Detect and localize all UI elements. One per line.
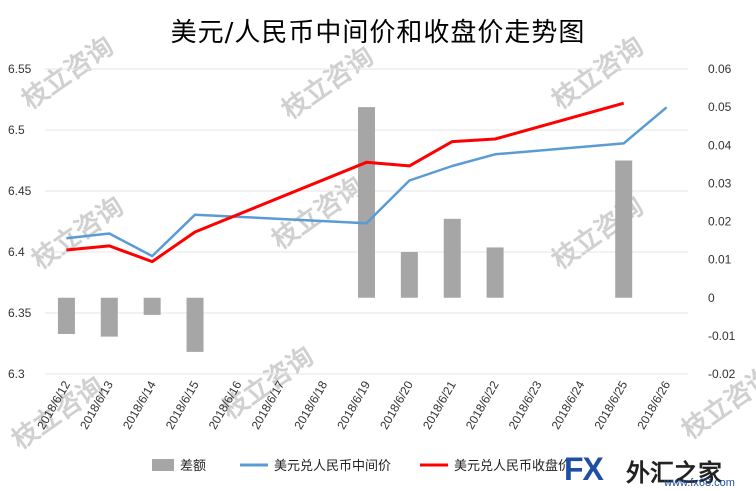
legend-label-close: 美元兑人民币收盘价 [454, 458, 571, 474]
x-tick-label: 2018/6/22 [463, 378, 502, 432]
right-axis-ticks: -0.02 -0.01 0 0.01 0.02 0.03 0.04 0.05 0.06 [708, 62, 736, 381]
bar-diff [615, 160, 633, 298]
legend-label-mid: 美元兑人民币中间价 [274, 459, 391, 474]
right-tick-label: 0.04 [708, 138, 732, 152]
left-tick-label: 6.5 [8, 123, 25, 137]
legend: 差额 美元兑人民币中间价 美元兑人民币收盘价 [152, 458, 571, 474]
bar-diff [57, 297, 75, 334]
x-tick-label: 2018/6/23 [506, 378, 545, 432]
bar-diff [486, 247, 504, 298]
x-tick-label: 2018/6/20 [377, 378, 416, 432]
watermark-text: 枝立咨询 [546, 31, 649, 116]
right-tick-label: -0.02 [708, 367, 736, 381]
left-tick-label: 6.45 [8, 184, 32, 198]
chart-title: 美元/人民币中间价和收盘价走势图 [170, 18, 586, 48]
right-tick-label: 0.05 [708, 100, 732, 114]
x-tick-label: 2018/6/18 [291, 378, 330, 432]
line-close-price [66, 101, 625, 264]
bar-diff [443, 218, 461, 298]
line-mid-price [66, 106, 668, 258]
line-series [66, 101, 668, 264]
watermark-text: 枝立咨询 [26, 191, 129, 276]
x-tick-label: 2018/6/19 [334, 378, 373, 432]
bar-diff [358, 107, 375, 298]
left-tick-label: 6.55 [8, 62, 32, 76]
right-tick-label: 0 [708, 291, 715, 305]
x-tick-label: 2018/6/15 [163, 378, 202, 432]
x-tick-label: 2018/6/14 [120, 378, 159, 432]
x-tick-label: 2018/6/25 [591, 378, 630, 432]
watermark-text: 枝立咨询 [16, 31, 119, 116]
logo-name: 外汇之家 [626, 459, 722, 487]
fx68-logo[interactable]: FX 外汇之家 www.fx68.com [560, 451, 756, 491]
x-axis-ticks: 2018/6/12 2018/6/13 2018/6/14 2018/6/15 2018… [34, 378, 673, 432]
bar-diff [143, 297, 161, 315]
bar-diff [400, 252, 418, 298]
left-tick-label: 6.3 [8, 367, 25, 381]
x-tick-label: 2018/6/21 [420, 378, 459, 432]
x-tick-label: 2018/6/24 [549, 378, 588, 432]
left-axis-ticks: 6.3 6.35 6.4 6.45 6.5 6.55 [8, 62, 32, 381]
legend-label-diff: 差额 [180, 459, 206, 474]
legend-swatch-diff [152, 459, 174, 471]
bar-diff [186, 297, 204, 352]
bar-diff [100, 297, 118, 337]
x-tick-label: 2018/6/26 [634, 378, 673, 432]
logo-url: www.fx68.com [664, 477, 735, 489]
bar-series [57, 107, 633, 352]
right-tick-label: 0.02 [708, 215, 732, 229]
left-tick-label: 6.35 [8, 306, 32, 320]
watermark-text: 枝立咨询 [546, 191, 649, 276]
right-tick-label: -0.01 [708, 329, 736, 343]
logo-brand: FX [564, 451, 604, 487]
right-tick-label: 0.01 [708, 253, 732, 267]
left-tick-label: 6.4 [8, 245, 25, 259]
right-tick-label: 0.03 [708, 176, 732, 190]
right-tick-label: 0.06 [708, 62, 732, 76]
